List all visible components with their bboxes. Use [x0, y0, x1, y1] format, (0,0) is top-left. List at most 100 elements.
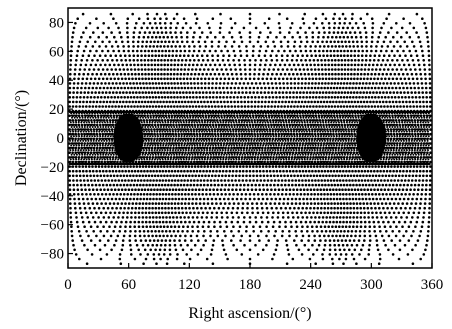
- data-point: [78, 105, 81, 108]
- data-point: [129, 174, 132, 178]
- data-point: [412, 165, 416, 168]
- data-point: [152, 86, 155, 90]
- data-point: [382, 206, 385, 210]
- data-point: [144, 77, 147, 81]
- data-point: [99, 220, 102, 224]
- data-point: [68, 91, 72, 94]
- data-point: [140, 63, 143, 67]
- data-point: [116, 45, 120, 48]
- data-point: [297, 86, 300, 90]
- data-point: [250, 96, 254, 99]
- data-point: [281, 188, 285, 191]
- data-point: [331, 225, 334, 228]
- data-point: [311, 169, 314, 173]
- data-point: [281, 91, 285, 94]
- data-point: [252, 91, 255, 94]
- data-point: [361, 165, 365, 168]
- data-point: [170, 211, 174, 215]
- data-point: [166, 35, 169, 39]
- data-point: [148, 220, 151, 224]
- data-point: [85, 193, 88, 196]
- data-point: [156, 91, 160, 94]
- data-point: [385, 216, 388, 219]
- data-point: [276, 216, 280, 219]
- data-point: [331, 72, 334, 76]
- data-point: [134, 72, 137, 76]
- data-point: [321, 220, 325, 224]
- data-point: [109, 234, 113, 238]
- data-point: [351, 169, 354, 173]
- data-point: [72, 86, 76, 90]
- data-point: [313, 86, 317, 90]
- data-point: [377, 262, 381, 266]
- data-point: [390, 26, 393, 30]
- data-point: [170, 63, 173, 67]
- data-point: [414, 68, 417, 71]
- data-point: [380, 234, 384, 238]
- data-point: [382, 54, 386, 57]
- data-point: [93, 54, 96, 57]
- data-point: [183, 216, 186, 219]
- data-point: [126, 193, 129, 196]
- data-point: [339, 202, 343, 205]
- data-point: [171, 100, 175, 104]
- data-point: [200, 77, 203, 81]
- data-point: [350, 100, 354, 104]
- data-point: [331, 234, 334, 238]
- data-point: [140, 68, 144, 71]
- data-point: [122, 82, 125, 85]
- data-point: [365, 100, 369, 104]
- data-point: [323, 59, 327, 62]
- data-point: [164, 197, 168, 201]
- data-point: [213, 220, 216, 224]
- data-point: [180, 100, 184, 104]
- data-point: [97, 206, 101, 210]
- data-point: [151, 54, 154, 57]
- data-point: [115, 91, 118, 94]
- data-point: [294, 230, 298, 233]
- data-point: [211, 262, 215, 266]
- data-point: [229, 17, 233, 21]
- data-point: [232, 49, 236, 53]
- data-point: [141, 40, 144, 44]
- data-point: [268, 96, 271, 99]
- data-point: [122, 174, 126, 178]
- data-point: [328, 239, 332, 242]
- data-point: [118, 230, 121, 233]
- data-point: [133, 234, 137, 238]
- data-point: [143, 86, 146, 90]
- data-point: [152, 169, 155, 173]
- data-point: [137, 35, 141, 39]
- data-point: [227, 197, 230, 201]
- data-point: [411, 197, 414, 201]
- data-point: [263, 179, 266, 182]
- data-point: [168, 216, 172, 219]
- data-point: [154, 96, 158, 99]
- data-point: [170, 59, 173, 62]
- data-point: [243, 183, 246, 187]
- data-point: [166, 59, 170, 62]
- data-point: [194, 12, 197, 16]
- data-point: [142, 183, 145, 187]
- data-point: [408, 35, 412, 39]
- data-point: [69, 216, 73, 219]
- data-point: [219, 165, 222, 168]
- data-point: [401, 225, 404, 228]
- data-point: [232, 40, 236, 44]
- data-point: [317, 202, 320, 205]
- data-point: [361, 160, 364, 163]
- data-point: [338, 234, 342, 238]
- data-point: [297, 165, 300, 168]
- data-point: [167, 193, 171, 196]
- data-point: [214, 160, 216, 163]
- data-point: [260, 202, 263, 205]
- data-point: [332, 160, 335, 163]
- data-point: [177, 211, 181, 215]
- data-point: [378, 91, 382, 94]
- data-point: [344, 257, 348, 261]
- data-point: [97, 165, 101, 168]
- data-point: [232, 243, 235, 247]
- data-point: [131, 12, 134, 16]
- data-point: [122, 68, 126, 71]
- data-point: [112, 49, 115, 53]
